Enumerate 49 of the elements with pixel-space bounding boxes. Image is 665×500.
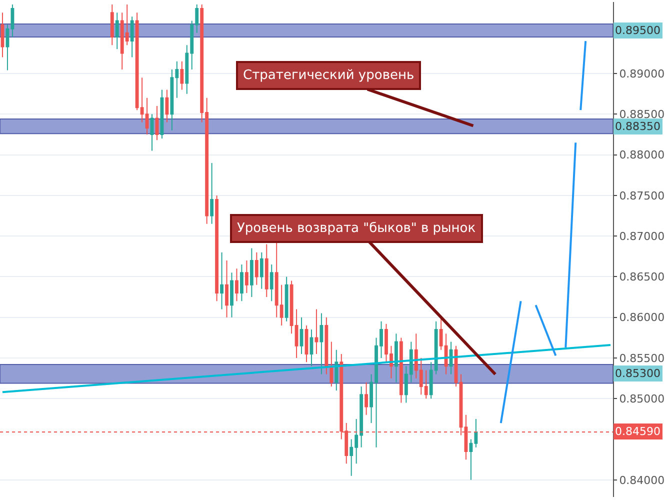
candlestick	[399, 337, 403, 404]
candlestick	[160, 89, 164, 140]
y-tick-label: 0.88500	[619, 108, 665, 122]
y-tick-label: 0.86500	[619, 270, 665, 284]
candlestick	[110, 4, 114, 46]
ref-line-label: 0.84590	[615, 425, 660, 438]
candlestick	[130, 16, 134, 58]
candlestick	[235, 268, 238, 302]
candlestick	[394, 333, 398, 383]
candlestick	[115, 12, 119, 50]
candlestick	[220, 252, 224, 310]
y-tick-label: 0.89000	[619, 67, 665, 80]
band-label: 0.89500	[615, 24, 660, 37]
annotation: Стратегический уровень	[243, 68, 414, 83]
candlestick	[225, 260, 228, 318]
candlestick	[310, 329, 314, 367]
candlestick	[264, 244, 268, 298]
y-tick-label: 0.85500	[619, 352, 665, 365]
candlestick	[260, 252, 264, 290]
candlestick	[300, 316, 304, 354]
candlestick	[150, 114, 154, 152]
y-tick-label: 0.84000	[619, 474, 665, 487]
y-tick-label: 0.87500	[619, 189, 665, 202]
candlestick	[230, 272, 234, 318]
y-tick-label: 0.85000	[619, 392, 665, 406]
band-label: 0.85300	[615, 367, 660, 380]
candlestick	[364, 382, 368, 416]
candlestick	[155, 106, 159, 141]
annotation: Уровень возврата "быков" в рынок	[237, 221, 476, 236]
candlestick	[314, 308, 318, 354]
band-label: 0.88350	[615, 120, 660, 133]
candlestick	[334, 349, 338, 392]
candlestick	[449, 341, 453, 375]
candlestick	[320, 312, 324, 375]
y-tick-label: 0.87000	[619, 230, 665, 243]
candlestick	[240, 264, 244, 302]
candlestick	[165, 89, 169, 123]
candlestick	[180, 60, 184, 90]
candlestick	[270, 264, 274, 302]
candlestick	[215, 194, 219, 302]
candlestick	[0, 12, 4, 58]
candlestick	[304, 325, 308, 363]
candlestick	[250, 248, 254, 298]
candlestick	[254, 252, 258, 286]
candlestick	[210, 162, 214, 224]
y-tick-label: 0.88000	[619, 148, 665, 162]
y-tick-label: 0.86000	[619, 311, 665, 324]
candlestick	[244, 260, 248, 294]
candlestick	[284, 276, 288, 322]
